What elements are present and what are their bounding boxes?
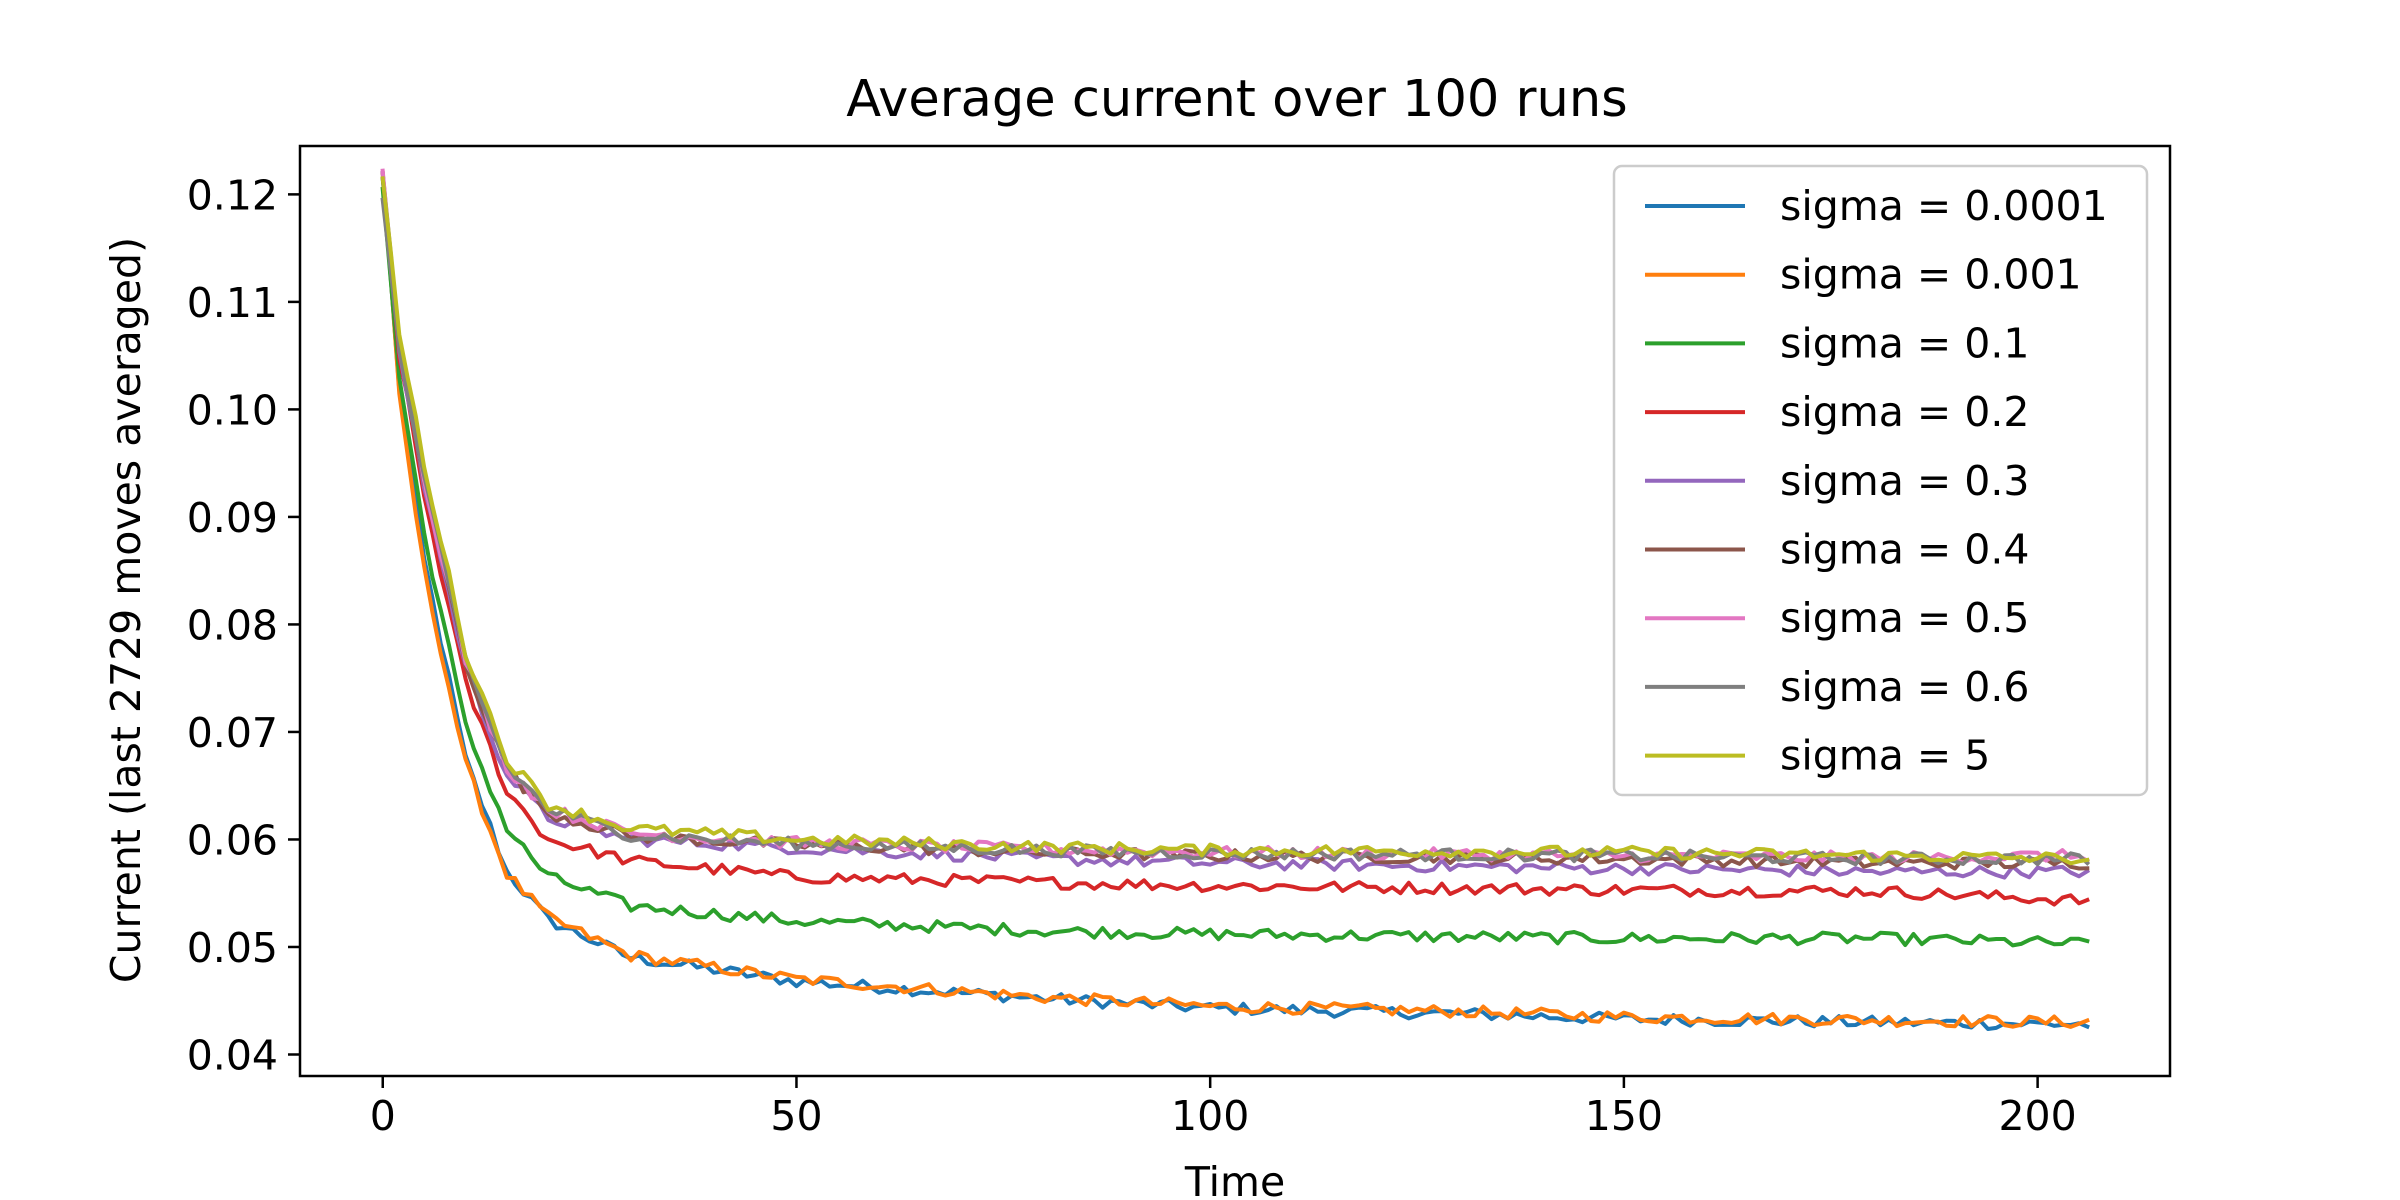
y-tick-label: 0.11	[187, 279, 278, 327]
legend-label: sigma = 0.6	[1780, 663, 2029, 711]
legend-label: sigma = 0.4	[1780, 526, 2029, 574]
x-tick-label: 100	[1171, 1092, 1249, 1140]
legend-label: sigma = 0.001	[1780, 251, 2082, 299]
legend: sigma = 0.0001 sigma = 0.001 sigma = 0.1 si…	[1612, 164, 2149, 797]
legend-frame	[1612, 164, 2149, 797]
legend-label: sigma = 0.1	[1780, 319, 2029, 367]
series-line-1	[380, 170, 2090, 1029]
x-tick-label: 50	[770, 1092, 822, 1140]
plot-frame	[298, 144, 2172, 1078]
series-line-8	[380, 176, 2090, 866]
y-axis: 0.04 0.05 0.06 0.07 0.08 0.09 0.10 0.11 0.12	[187, 171, 300, 1079]
legend-label: sigma = 0.0001	[1780, 182, 2108, 230]
x-axis-label: Time	[1184, 1158, 1285, 1200]
legend-items: sigma = 0.0001 sigma = 0.001 sigma = 0.1 si…	[1645, 182, 2108, 780]
legend-label: sigma = 0.2	[1780, 388, 2029, 436]
series-line-2	[380, 186, 2090, 948]
y-tick-label: 0.05	[187, 924, 278, 972]
x-tick-label: 150	[1585, 1092, 1663, 1140]
x-tick-label: 200	[1998, 1092, 2076, 1140]
y-tick-label: 0.09	[187, 494, 278, 542]
y-tick-label: 0.06	[187, 816, 278, 864]
chart-title: Average current over 100 runs	[846, 70, 1628, 129]
x-tick-label: 0	[370, 1092, 396, 1140]
series-layer	[380, 168, 2091, 1031]
legend-label: sigma = 5	[1780, 732, 1990, 780]
y-tick-label: 0.07	[187, 709, 278, 757]
x-axis: 0 50 100 150 200	[370, 1076, 2077, 1140]
y-axis-label: Current (last 2729 moves averaged)	[102, 237, 150, 983]
legend-label: sigma = 0.3	[1780, 457, 2029, 505]
y-tick-label: 0.04	[187, 1031, 278, 1079]
y-tick-label: 0.08	[187, 601, 278, 649]
y-tick-label: 0.12	[187, 171, 278, 219]
y-tick-label: 0.10	[187, 386, 278, 434]
legend-label: sigma = 0.5	[1780, 594, 2029, 642]
series-line-3	[380, 170, 2090, 907]
